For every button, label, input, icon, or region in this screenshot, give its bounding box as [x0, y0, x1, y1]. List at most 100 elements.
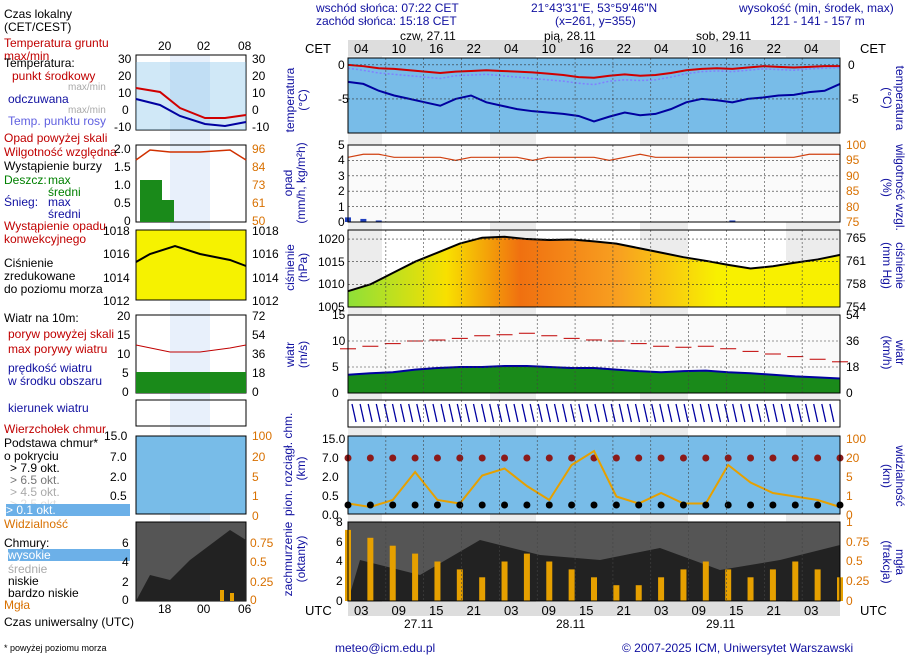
pl-4: 0 — [124, 214, 131, 228]
main-ytick: 85 — [846, 184, 860, 199]
wind-arrow — [691, 403, 697, 423]
legend-rain: Deszcz: — [4, 173, 47, 187]
wind-arrow — [626, 403, 633, 423]
fog-bar — [479, 577, 486, 601]
pr-4: 50 — [252, 214, 266, 228]
utc-tick: 21 — [466, 603, 481, 618]
utc-tick: 03 — [804, 603, 819, 618]
legend-snow: Śnieg: — [4, 195, 39, 209]
cloud-base-dot — [456, 501, 464, 509]
cloud-top-dot — [545, 454, 553, 462]
cloud-base-dot — [568, 501, 576, 509]
fog-bar — [568, 569, 575, 601]
wind-arrow — [432, 403, 438, 423]
wind-arrow — [748, 403, 754, 423]
wind-arrow — [772, 403, 778, 423]
tl-1: 20 — [118, 69, 132, 83]
legend-rain-max: max — [48, 173, 71, 187]
fog-bar — [546, 561, 553, 601]
wind-arrow — [764, 403, 770, 423]
cloud-top-dot — [411, 454, 419, 462]
main-ytick: 0 — [338, 215, 345, 229]
wind-arrow — [570, 403, 576, 423]
press-line — [347, 235, 841, 293]
wind-arrow — [351, 403, 357, 423]
wind-arrow — [448, 403, 454, 423]
wind-arrow — [375, 403, 381, 423]
legend-apparent: odczuwana — [8, 92, 69, 106]
precip-left-label: opad (mm/h, kg/m²h) — [281, 142, 308, 224]
wind-arrow — [424, 403, 430, 423]
cr-3: 1 — [252, 489, 259, 503]
main-ytick: 1020 — [318, 232, 345, 247]
main-ytick: 0 — [846, 386, 853, 400]
cloud-base-dot — [702, 501, 710, 509]
cloud-top-dot — [501, 454, 509, 462]
legend-low: niskie — [8, 574, 39, 588]
main-ytick: -5 — [338, 91, 349, 106]
cet-tick: 22 — [466, 41, 481, 56]
fog-bar — [412, 553, 419, 601]
main-ytick: 0.0 — [322, 508, 339, 522]
legend-okt5: > 0.1 okt. — [6, 504, 130, 517]
fog-bar — [523, 553, 530, 601]
legend-okt2: > 6.5 okt. — [10, 473, 60, 487]
footer-copyright: © 2007-2025 ICM, Uniwersytet Warszawski — [622, 641, 854, 655]
main-ytick: 0.25 — [846, 574, 870, 589]
pr-2: 73 — [252, 178, 266, 192]
main-ytick: 1 — [846, 515, 853, 529]
utc-tick: 03 — [504, 603, 519, 618]
main-ytick: 758 — [846, 277, 867, 291]
main-ytick: 0.75 — [846, 534, 870, 549]
cloud-top-dot — [612, 454, 620, 462]
wl-4: 0 — [122, 385, 129, 399]
ovr-3: 0.25 — [250, 575, 274, 589]
precip-right-label: wilgotność wzgl. (%) — [880, 144, 907, 231]
footer-email[interactable]: meteo@icm.edu.pl — [335, 641, 436, 655]
fog-bar — [725, 569, 732, 601]
cet-tick: 04 — [354, 41, 369, 56]
main-ytick: 1010 — [318, 277, 345, 292]
wind-arrow — [359, 403, 365, 423]
wl-2: 10 — [117, 347, 131, 361]
utc-date-3: 29.11 — [706, 617, 736, 631]
wind-arrow — [399, 403, 406, 423]
cloud-top-dot — [635, 454, 643, 462]
cloud-top-dot — [433, 454, 441, 462]
legend-okt3: > 4.5 okt. — [10, 485, 60, 499]
wind-arrow — [602, 403, 608, 423]
legend-temperature: Temperatura: — [4, 56, 75, 70]
tr-1: 20 — [252, 69, 266, 83]
wind-arrow — [383, 403, 390, 423]
main-ytick: 90 — [846, 168, 860, 183]
temp-left-label: temperatura (°C) — [283, 67, 310, 133]
legend-rain-mean: średni — [48, 185, 81, 199]
wl-0: 20 — [117, 309, 131, 323]
legend-snow-mean: średni — [48, 207, 81, 221]
wr-1: 54 — [252, 328, 266, 342]
cet-tick: 16 — [579, 41, 594, 56]
cloud-top-dot — [791, 454, 799, 462]
legend-cloud-top: Wierzchołek chmur — [4, 422, 107, 436]
wind-arrow — [561, 403, 568, 423]
main-ytick: 4 — [336, 554, 343, 569]
fog-bar — [702, 561, 709, 601]
cet-tick: 04 — [504, 41, 519, 56]
wr-2: 36 — [252, 347, 266, 361]
legend-conv: Wystąpienie opadu konwekcyjnego — [4, 219, 106, 246]
cloud-base-dot — [657, 501, 665, 509]
wind-arrow — [456, 403, 462, 423]
legend-gust-above: poryw powyżej skali — [8, 327, 115, 341]
cloud-top-dot — [814, 454, 822, 462]
temp-series-2 — [347, 66, 841, 86]
ovl-4: 0 — [122, 593, 129, 607]
wind-arrow — [796, 403, 803, 423]
legend-precip-above: Opad powyżej skali — [4, 131, 108, 145]
wl-1: 15 — [117, 328, 131, 342]
legend-high: wysokie — [8, 549, 130, 562]
wind-right-label: wiatr (km/h) — [880, 335, 907, 370]
dir-panel-bg — [348, 400, 840, 427]
legend-snow-max: max — [48, 195, 71, 209]
press-right-label: ciśnienie (mm Hg) — [880, 242, 907, 289]
